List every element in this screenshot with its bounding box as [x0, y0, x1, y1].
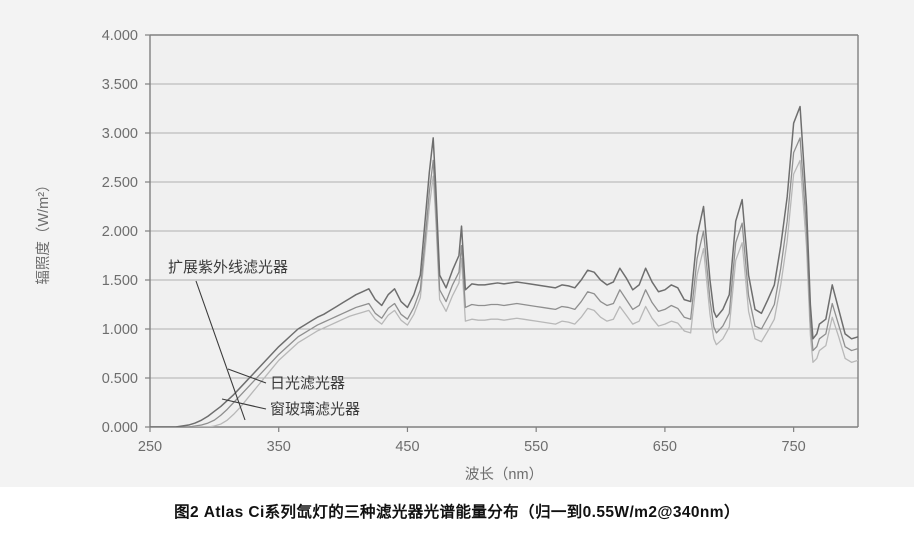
y-tick-label: 3.500: [102, 77, 138, 93]
series-line-window-glass: [150, 159, 858, 427]
figure-caption: 图2 Atlas Ci系列氙灯的三种滤光器光谱能量分布（归一到0.55W/m2@…: [0, 487, 914, 535]
annotation-extended-uv-label: 扩展紫外线滤光器: [168, 259, 288, 276]
x-axis-title: 波长（nm）: [465, 466, 543, 483]
y-tick-label: 2.000: [102, 224, 138, 240]
x-tick-label: 550: [524, 439, 548, 455]
annotation-window-glass-leader: [221, 398, 267, 410]
y-tick-label: 1.000: [102, 322, 138, 338]
y-axis-title: 辐照度（W/m²）: [35, 177, 52, 284]
x-tick-label: 750: [782, 439, 806, 455]
x-tick-label: 350: [267, 439, 291, 455]
x-tick-label: 250: [138, 439, 162, 455]
y-tick-label: 3.000: [102, 126, 138, 142]
y-tick-label: 4.000: [102, 28, 138, 44]
annotation-extended-uv-leader: [195, 280, 246, 421]
y-tick-label: 1.500: [102, 273, 138, 289]
y-tick-label: 2.500: [102, 175, 138, 191]
series-group: [150, 105, 858, 427]
figure-caption-text: 图2 Atlas Ci系列氙灯的三种滤光器光谱能量分布（归一到0.55W/m2@…: [174, 504, 740, 521]
annotation-window-glass-label: 窗玻璃滤光器: [270, 400, 360, 418]
y-tick-label: 0.500: [102, 371, 138, 387]
series-line-extended-uv: [150, 105, 858, 427]
y-tick-label: 0.000: [102, 420, 138, 436]
annotation-daylight-label: 日光滤光器: [270, 375, 345, 392]
x-tick-label: 450: [395, 439, 419, 455]
series-line-daylight: [150, 137, 858, 427]
chart-area: 0.000 0.500 1.000 1.500 2.000 2.500 3.000 3.500…: [35, 28, 859, 483]
annotation-daylight-leader: [227, 368, 267, 384]
spectral-power-distribution-chart: 0.000 0.500 1.000 1.500 2.000 2.500 3.000 3.500…: [35, 28, 859, 483]
x-tick-label: 650: [653, 439, 677, 455]
